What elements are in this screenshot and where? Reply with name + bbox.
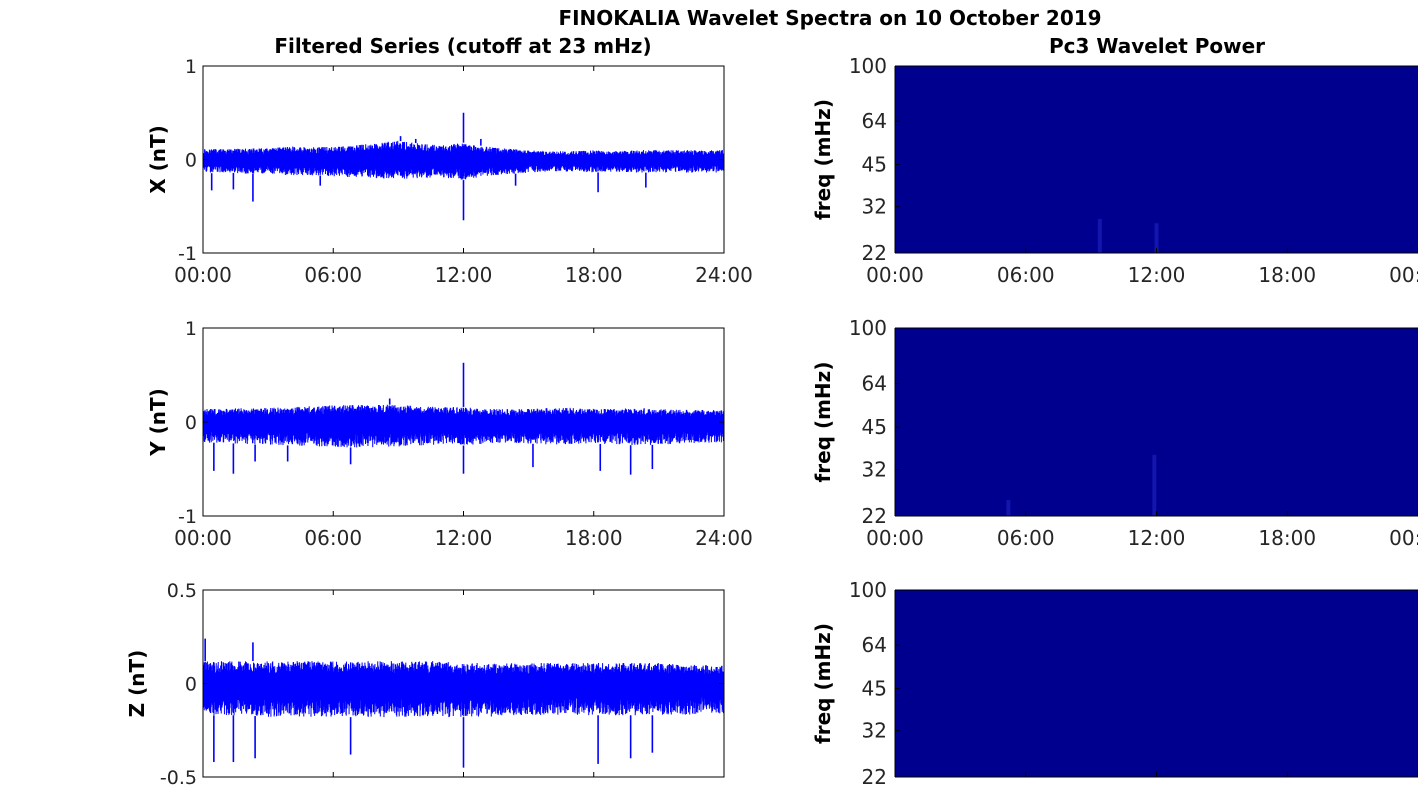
heatmap-y-power-feature-0 <box>1006 500 1011 516</box>
heatmap-y-xtick-label-4: 00:00 <box>1389 526 1418 550</box>
line-x-ytick-label-1: 0 <box>185 150 197 172</box>
line-x-xtick-label-1: 06:00 <box>304 263 362 287</box>
line-x-series-line <box>202 140 725 180</box>
line-x-xtick-label-0: 00:00 <box>174 263 232 287</box>
heatmap-x-xtick-label-3: 18:00 <box>1258 263 1316 287</box>
line-y-series-line <box>202 404 725 448</box>
line-y-ylabel: Y (nT) <box>146 388 170 457</box>
heatmap-z-ytick-label-4: 22 <box>862 765 887 788</box>
heatmap-x-power-field <box>895 66 1418 253</box>
heatmap-y-xtick-label-3: 18:00 <box>1258 526 1316 550</box>
line-y-ytick-label-1: 0 <box>185 412 197 434</box>
heatmap-x-ylabel: freq (mHz) <box>811 99 835 220</box>
line-y-xtick-label-3: 18:00 <box>565 526 623 550</box>
heatmap-x-ytick-label-3: 32 <box>862 195 887 219</box>
right-column-title: Pc3 Wavelet Power <box>1049 34 1265 58</box>
heatmap-x-ytick-label-2: 45 <box>862 153 887 177</box>
line-y-ytick-label-2: 1 <box>185 318 197 340</box>
heatmap-x-xtick-label-2: 12:00 <box>1128 263 1186 287</box>
heatmap-x-xtick-label-4: 00:00 <box>1389 263 1418 287</box>
line-x-ylabel: X (nT) <box>146 125 170 194</box>
line-z-ytick-label-2: 0.5 <box>167 580 197 602</box>
heatmap-x-ytick-label-1: 64 <box>862 109 887 133</box>
heatmap-y-ytick-label-0: 100 <box>849 316 887 340</box>
heatmap-z-ytick-label-1: 64 <box>862 633 887 657</box>
heatmap-y-xtick-label-0: 00:00 <box>866 526 924 550</box>
heatmap-z-power-field <box>895 590 1418 777</box>
figure-title: FINOKALIA Wavelet Spectra on 10 October … <box>558 6 1101 30</box>
line-y-xtick-label-2: 12:00 <box>435 526 493 550</box>
heatmap-z-ytick-label-0: 100 <box>849 578 887 602</box>
line-y-ytick-label-0: -1 <box>178 506 197 528</box>
line-z-ylabel: Z (nT) <box>125 650 149 718</box>
heatmap-y-power-field <box>895 328 1418 516</box>
line-y-xtick-label-0: 00:00 <box>174 526 232 550</box>
line-x-ytick-label-0: -1 <box>178 243 197 265</box>
heatmap-x-xtick-label-0: 00:00 <box>866 263 924 287</box>
heatmap-z-ylabel: freq (mHz) <box>811 623 835 744</box>
heatmap-x-xtick-label-1: 06:00 <box>997 263 1055 287</box>
line-x-xtick-label-3: 18:00 <box>565 263 623 287</box>
heatmap-x-power-feature-1 <box>1154 223 1159 253</box>
line-z-ytick-label-0: -0.5 <box>160 767 197 788</box>
heatmap-z-ytick-label-2: 45 <box>862 677 887 701</box>
heatmap-y-ytick-label-3: 32 <box>862 457 887 481</box>
heatmap-x-ytick-label-4: 22 <box>862 241 887 265</box>
line-z-series-line <box>202 661 725 718</box>
line-y-xtick-label-4: 24:00 <box>695 526 753 550</box>
line-x-xtick-label-2: 12:00 <box>435 263 493 287</box>
heatmap-x-power-feature-0 <box>1097 218 1102 253</box>
line-x-ytick-label-2: 1 <box>185 56 197 78</box>
heatmap-y-ylabel: freq (mHz) <box>811 362 835 483</box>
line-z-ytick-label-1: 0 <box>185 674 197 696</box>
heatmap-y-ytick-label-2: 45 <box>862 415 887 439</box>
heatmap-z-ytick-label-3: 32 <box>862 719 887 743</box>
heatmap-y-power-feature-1 <box>1152 454 1157 516</box>
heatmap-y-xtick-label-2: 12:00 <box>1128 526 1186 550</box>
heatmap-x-ytick-label-0: 100 <box>849 54 887 78</box>
line-y-xtick-label-1: 06:00 <box>304 526 362 550</box>
heatmap-y-ytick-label-1: 64 <box>862 371 887 395</box>
left-column-title: Filtered Series (cutoff at 23 mHz) <box>274 34 651 58</box>
heatmap-y-ytick-label-4: 22 <box>862 504 887 528</box>
line-x-xtick-label-4: 24:00 <box>695 263 753 287</box>
heatmap-y-xtick-label-1: 06:00 <box>997 526 1055 550</box>
